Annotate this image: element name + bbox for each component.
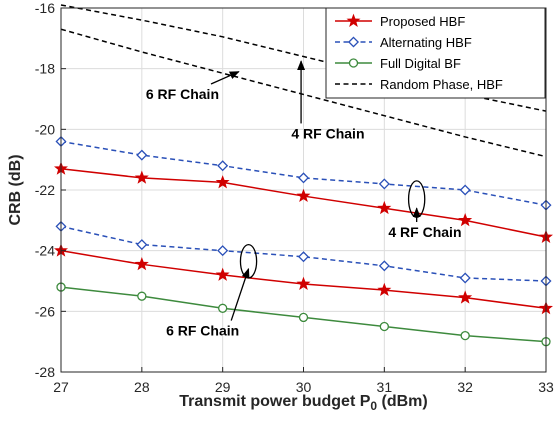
series-0-point-1 [134,170,149,184]
series-3-point-3 [297,251,310,263]
x-tick-label-3: 30 [296,379,312,395]
y-axis-label: CRB (dB) [7,154,24,225]
legend: Proposed HBF Alternating HBF Full Digital … [325,7,546,99]
y-tick-label-3: -22 [35,182,55,198]
y-tick-label-1: -26 [35,303,55,319]
legend-label-1: Alternating HBF [380,35,472,50]
x-tick-label-1: 28 [134,379,150,395]
annotation-label-2: 4 RF Chain [388,224,461,240]
series-0-point-5 [458,212,473,227]
series-4-point-2 [218,303,228,313]
y-tick-label-5: -18 [35,61,55,77]
annotation-layer: 6 RF Chain 4 RF Chain 4 RF Chain 6 RF Chain [146,60,462,339]
legend-label-3: Random Phase, HBF [380,77,503,92]
legend-label-0: Proposed HBF [380,14,465,29]
axis-ticks: 27 28 29 30 31 32 33 -28 -26 -24 -22 -20 -18 -16 [35,0,554,395]
legend-marker-2 [348,58,359,68]
series-1-point-4 [377,282,392,297]
series-line-5 [60,28,547,158]
series-1-point-1 [134,256,149,271]
series-2-point-3 [297,172,310,184]
y-tick-label-2: -24 [35,243,55,259]
series-2-point-4 [378,178,390,190]
series-4-point-4 [379,321,389,332]
x-axis-label-unit: (dBm) [377,393,428,410]
series-4-point-5 [460,330,470,341]
series-3-point-2 [217,245,229,257]
x-axis-label-main: Transmit power budget P [179,393,370,410]
annotation-arrow-3 [230,267,250,321]
annotation-ellipse-3 [239,243,258,279]
annotation-label-0: 6 RF Chain [146,86,219,102]
x-tick-label-4: 31 [377,379,393,395]
x-tick-label-6: 33 [538,379,554,395]
series-line-6 [60,4,547,112]
y-tick-label-4: -20 [35,121,55,137]
series-0-point-2 [215,175,230,189]
legend-marker-0 [346,13,361,27]
x-tick-label-5: 32 [457,379,473,395]
series-4-point-1 [137,291,147,301]
series-3-point-4 [378,260,390,272]
legend-label-2: Full Digital BF [380,56,461,71]
x-axis-label: Transmit power budget P0 (dBm) [179,393,427,413]
series-2-point-1 [136,149,148,161]
series-2-point-5 [459,184,471,196]
y-tick-label-6: -16 [35,0,55,16]
series-0-point-3 [296,188,311,203]
legend-marker-1 [347,36,360,48]
series-0-point-4 [377,200,392,215]
series-4-point-3 [298,312,309,323]
series-1-point-2 [215,267,230,281]
annotation-label-1: 4 RF Chain [291,125,364,141]
series-layer [54,4,553,347]
series-3-point-1 [136,239,148,251]
y-tick-label-0: -28 [35,364,55,380]
x-tick-label-2: 29 [215,379,231,395]
legend-box [325,7,546,99]
series-1-point-3 [296,276,311,290]
series-3-point-5 [459,272,471,284]
series-1-point-5 [458,290,473,304]
annotation-label-3: 6 RF Chain [166,323,239,339]
series-2-point-2 [217,160,229,172]
annotation-arrow-0 [210,71,240,85]
x-axis-label-subscript: 0 [370,399,377,413]
x-tick-label-0: 27 [53,379,69,395]
